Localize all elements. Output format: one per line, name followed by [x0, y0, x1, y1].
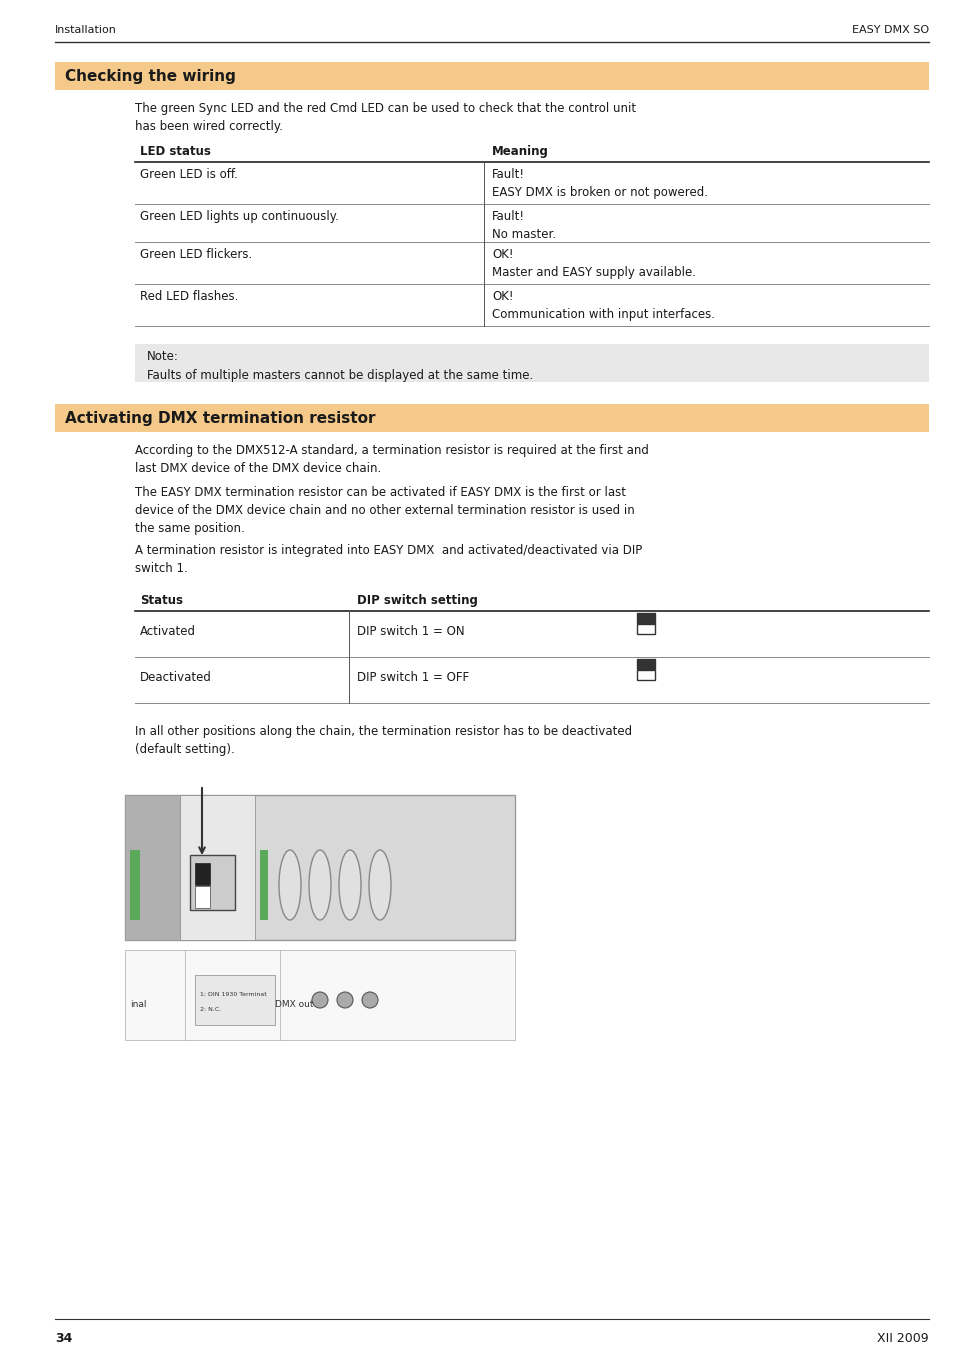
FancyBboxPatch shape — [194, 886, 210, 909]
Text: A termination resistor is integrated into EASY DMX  and activated/deactivated vi: A termination resistor is integrated int… — [135, 544, 641, 575]
FancyBboxPatch shape — [180, 795, 254, 940]
Text: Red LED flashes.: Red LED flashes. — [140, 290, 238, 303]
Ellipse shape — [338, 850, 360, 919]
Text: Installation: Installation — [55, 24, 117, 35]
FancyBboxPatch shape — [194, 975, 274, 1025]
Text: Fault!
No master.: Fault! No master. — [492, 210, 556, 241]
Text: Note:
Faults of multiple masters cannot be displayed at the same time.: Note: Faults of multiple masters cannot … — [147, 349, 533, 382]
Text: Fault!
EASY DMX is broken or not powered.: Fault! EASY DMX is broken or not powered… — [492, 168, 708, 199]
Text: DIP switch setting: DIP switch setting — [357, 594, 477, 607]
Text: Deactivated: Deactivated — [140, 672, 212, 684]
Text: LED status: LED status — [140, 145, 211, 158]
Text: Activating DMX termination resistor: Activating DMX termination resistor — [65, 410, 375, 425]
Circle shape — [361, 992, 377, 1007]
Text: XII 2009: XII 2009 — [877, 1332, 928, 1345]
Text: inal: inal — [130, 1001, 147, 1010]
Text: Meaning: Meaning — [492, 145, 549, 158]
Text: DIP switch 1 = OFF: DIP switch 1 = OFF — [357, 672, 469, 684]
FancyBboxPatch shape — [637, 659, 655, 669]
Text: The green Sync LED and the red Cmd LED can be used to check that the control uni: The green Sync LED and the red Cmd LED c… — [135, 102, 636, 133]
FancyBboxPatch shape — [194, 862, 210, 886]
FancyBboxPatch shape — [130, 850, 140, 919]
FancyBboxPatch shape — [125, 951, 515, 1040]
Text: Green LED lights up continuously.: Green LED lights up continuously. — [140, 210, 338, 223]
FancyBboxPatch shape — [125, 795, 515, 940]
FancyBboxPatch shape — [55, 62, 928, 89]
Text: DMX out: DMX out — [274, 1001, 314, 1010]
Ellipse shape — [278, 850, 301, 919]
Text: OK!
Master and EASY supply available.: OK! Master and EASY supply available. — [492, 248, 696, 279]
Text: Checking the wiring: Checking the wiring — [65, 69, 235, 84]
Text: According to the DMX512-A standard, a termination resistor is required at the fi: According to the DMX512-A standard, a te… — [135, 444, 648, 475]
FancyBboxPatch shape — [135, 344, 928, 382]
Text: EASY DMX SO: EASY DMX SO — [851, 24, 928, 35]
Text: OK!
Communication with input interfaces.: OK! Communication with input interfaces. — [492, 290, 715, 321]
Text: 1: DIN 1930 Terminat: 1: DIN 1930 Terminat — [200, 992, 267, 997]
Text: DIP switch 1 = ON: DIP switch 1 = ON — [357, 626, 464, 638]
Circle shape — [312, 992, 328, 1007]
Circle shape — [336, 992, 353, 1007]
Text: In all other positions along the chain, the termination resistor has to be deact: In all other positions along the chain, … — [135, 724, 632, 756]
FancyBboxPatch shape — [637, 670, 655, 680]
Text: 2: N.C.: 2: N.C. — [200, 1007, 221, 1011]
Text: Status: Status — [140, 594, 183, 607]
Text: The EASY DMX termination resistor can be activated if EASY DMX is the first or l: The EASY DMX termination resistor can be… — [135, 486, 634, 535]
FancyBboxPatch shape — [637, 624, 655, 634]
FancyBboxPatch shape — [125, 795, 180, 940]
Text: 34: 34 — [55, 1332, 72, 1345]
Ellipse shape — [309, 850, 331, 919]
Text: Green LED is off.: Green LED is off. — [140, 168, 237, 181]
Text: Green LED flickers.: Green LED flickers. — [140, 248, 252, 261]
FancyBboxPatch shape — [260, 850, 268, 919]
FancyBboxPatch shape — [55, 403, 928, 432]
FancyBboxPatch shape — [637, 613, 655, 623]
FancyBboxPatch shape — [190, 854, 234, 910]
Ellipse shape — [369, 850, 391, 919]
Text: Activated: Activated — [140, 626, 195, 638]
